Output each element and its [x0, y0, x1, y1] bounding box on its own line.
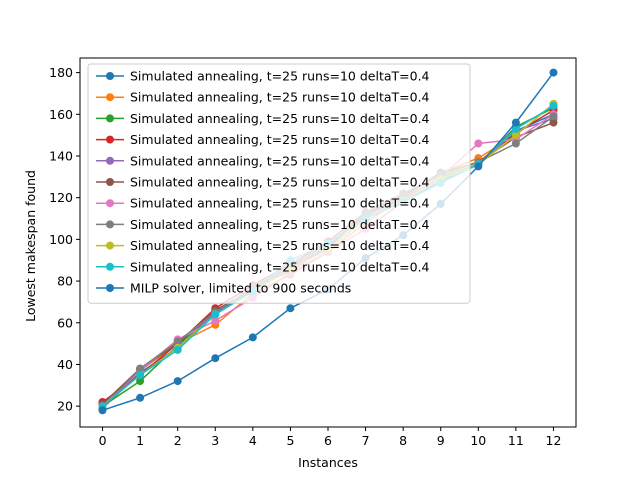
- legend-marker: [106, 262, 114, 271]
- legend-entry-8: Simulated annealing, t=25 runs=10 deltaT…: [96, 238, 430, 253]
- x-tick-label: 9: [437, 433, 445, 448]
- y-tick-label: 100: [49, 232, 73, 247]
- legend-entry-3: Simulated annealing, t=25 runs=10 deltaT…: [96, 132, 430, 147]
- legend-entry-4: Simulated annealing, t=25 runs=10 deltaT…: [96, 153, 430, 168]
- data-point-7-12: [549, 112, 558, 121]
- data-point-10-3: [211, 354, 220, 363]
- x-tick-label: 8: [399, 433, 407, 448]
- data-point-10-11: [511, 118, 520, 127]
- legend-entry-2: Simulated annealing, t=25 runs=10 deltaT…: [96, 111, 430, 126]
- legend: Simulated annealing, t=25 runs=10 deltaT…: [87, 63, 471, 304]
- legend-entry-1: Simulated annealing, t=25 runs=10 deltaT…: [96, 90, 430, 105]
- legend-marker: [106, 178, 114, 186]
- legend-marker: [106, 72, 114, 80]
- legend-marker: [106, 220, 114, 229]
- legend-label: Simulated annealing, t=25 runs=10 deltaT…: [130, 111, 430, 126]
- y-axis-label: Lowest makespan found: [23, 170, 38, 322]
- data-point-8-11: [511, 131, 520, 140]
- legend-entry-0: Simulated annealing, t=25 runs=10 deltaT…: [96, 69, 430, 84]
- legend-label: Simulated annealing, t=25 runs=10 deltaT…: [130, 153, 430, 168]
- x-axis: 0 1 2 3 4 5 6 7 8 9 10 11 12: [99, 427, 562, 448]
- x-tick-label: 1: [136, 433, 144, 448]
- data-point-2-1: [136, 377, 145, 386]
- data-point-9-11: [511, 124, 520, 133]
- data-point-9-12: [549, 101, 558, 110]
- data-point-10-10: [474, 162, 483, 171]
- x-tick-label: 12: [546, 433, 562, 448]
- data-point-10-0: [98, 406, 107, 415]
- x-tick-label: 3: [211, 433, 219, 448]
- x-tick-label: 11: [508, 433, 524, 448]
- data-point-10-1: [136, 393, 145, 402]
- legend-entry-10: MILP solver, limited to 900 seconds: [96, 281, 351, 296]
- legend-label: Simulated annealing, t=25 runs=10 deltaT…: [130, 69, 430, 84]
- legend-marker: [106, 114, 114, 123]
- x-tick-label: 7: [362, 433, 370, 448]
- y-tick-label: 120: [49, 190, 73, 205]
- y-tick-label: 20: [57, 399, 73, 414]
- data-point-6-3: [211, 316, 220, 325]
- x-tick-label: 5: [286, 433, 294, 448]
- legend-marker: [106, 156, 114, 165]
- legend-entry-5: Simulated annealing, t=25 runs=10 deltaT…: [96, 175, 430, 190]
- data-point-10-5: [286, 304, 295, 313]
- y-tick-label: 160: [49, 107, 73, 122]
- y-tick-label: 180: [49, 65, 73, 80]
- legend-entry-6: Simulated annealing, t=25 runs=10 deltaT…: [96, 196, 430, 211]
- data-point-7-1: [136, 364, 145, 373]
- legend-label: Simulated annealing, t=25 runs=10 deltaT…: [130, 238, 430, 253]
- x-axis-label: Instances: [298, 455, 358, 470]
- x-tick-label: 2: [174, 433, 182, 448]
- y-tick-label: 60: [57, 315, 73, 330]
- x-tick-label: 6: [324, 433, 332, 448]
- y-tick-label: 140: [49, 148, 73, 163]
- data-point-6-10: [474, 139, 483, 148]
- y-tick-label: 80: [57, 274, 73, 289]
- legend-box: [87, 63, 471, 304]
- legend-label: MILP solver, limited to 900 seconds: [130, 281, 351, 296]
- x-tick-label: 0: [99, 433, 107, 448]
- data-point-9-2: [173, 345, 182, 354]
- legend-label: Simulated annealing, t=25 runs=10 deltaT…: [130, 90, 430, 105]
- legend-label: Simulated annealing, t=25 runs=10 deltaT…: [130, 259, 430, 274]
- legend-marker: [106, 93, 114, 102]
- legend-marker: [106, 199, 114, 208]
- legend-label: Simulated annealing, t=25 runs=10 deltaT…: [130, 175, 430, 190]
- legend-label: Simulated annealing, t=25 runs=10 deltaT…: [130, 196, 430, 211]
- x-tick-label: 4: [249, 433, 257, 448]
- data-point-7-2: [173, 337, 182, 346]
- x-tick-label: 10: [470, 433, 486, 448]
- y-tick-label: 40: [57, 357, 73, 372]
- data-point-9-3: [211, 310, 220, 319]
- legend-label: Simulated annealing, t=25 runs=10 deltaT…: [130, 132, 430, 147]
- data-point-7-11: [511, 139, 520, 148]
- legend-entry-7: Simulated annealing, t=25 runs=10 deltaT…: [96, 217, 430, 232]
- data-point-10-4: [248, 333, 257, 342]
- legend-marker: [106, 241, 114, 250]
- legend-marker: [106, 135, 114, 144]
- data-point-10-12: [549, 68, 558, 77]
- data-point-10-2: [173, 377, 182, 386]
- data-point-9-1: [136, 370, 145, 379]
- legend-label: Simulated annealing, t=25 runs=10 deltaT…: [130, 217, 430, 232]
- legend-entry-9: Simulated annealing, t=25 runs=10 deltaT…: [96, 259, 430, 274]
- axes-frame: [79, 57, 577, 428]
- data-point-5-12: [549, 118, 558, 127]
- y-axis: 20 40 60 80 100 120 140 160 180: [49, 65, 80, 414]
- legend-marker: [106, 284, 114, 292]
